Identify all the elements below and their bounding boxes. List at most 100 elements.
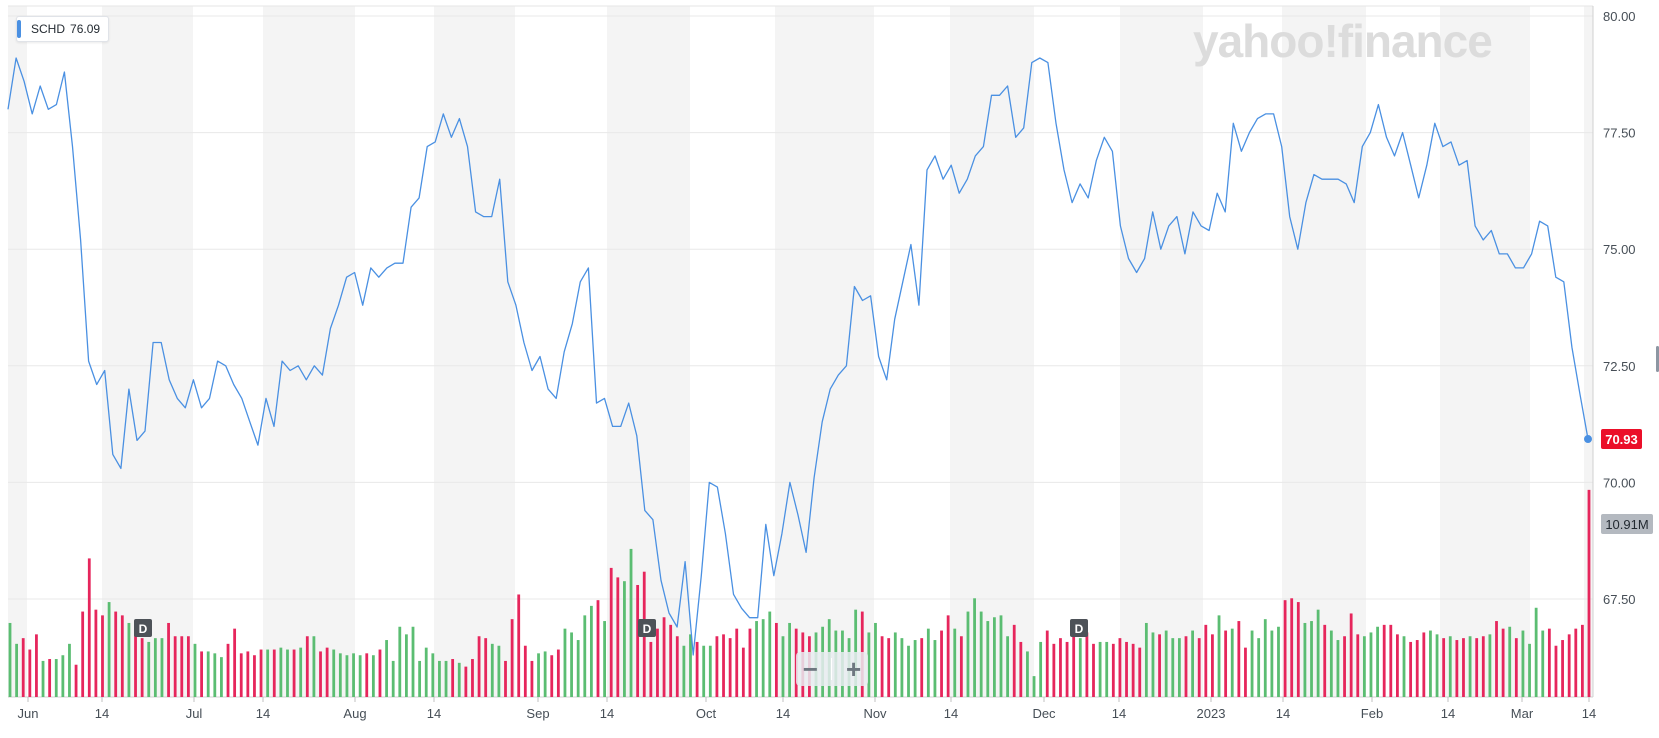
volume-bar <box>722 634 725 697</box>
x-tick-label: 14 <box>1582 706 1596 721</box>
x-tick-label: 14 <box>1441 706 1455 721</box>
volume-bar <box>153 638 157 697</box>
volume-bar <box>1283 600 1287 697</box>
volume-bar <box>636 584 640 697</box>
month-band <box>102 6 193 697</box>
volume-bar <box>1290 598 1294 697</box>
month-band <box>607 6 690 697</box>
x-tick-label: Jul <box>186 706 203 721</box>
volume-bar <box>1396 634 1399 697</box>
volume-bar <box>1488 634 1492 697</box>
volume-bar <box>305 636 309 697</box>
volume-bar <box>649 641 653 697</box>
volume-bar <box>609 567 613 697</box>
volume-bar <box>246 651 250 697</box>
x-tick-label: Sep <box>526 706 549 721</box>
volume-bar <box>920 638 924 697</box>
volume-bar <box>1032 676 1036 697</box>
y-tick-label: 72.50 <box>1603 359 1636 374</box>
last-volume-badge-label: 10.91M <box>1605 517 1648 532</box>
plus-icon[interactable]: + <box>846 654 862 684</box>
volume-bar <box>200 651 203 697</box>
volume-bar <box>299 647 303 697</box>
volume-bar <box>378 649 382 697</box>
volume-bar <box>411 626 415 697</box>
panel-handle[interactable] <box>1656 346 1659 372</box>
volume-bar <box>992 617 996 697</box>
y-tick-label: 67.50 <box>1603 592 1636 607</box>
volume-bar <box>656 628 659 697</box>
volume-bar <box>1422 632 1426 697</box>
volume-bar <box>226 643 230 697</box>
volume-bar <box>986 621 990 697</box>
x-tick-label: 14 <box>944 706 958 721</box>
month-band <box>263 6 355 697</box>
volume-bar <box>292 649 296 697</box>
volume-bar <box>755 621 758 697</box>
volume-bar <box>457 662 461 697</box>
volume-bar <box>1012 624 1016 697</box>
volume-bar <box>319 651 322 697</box>
volume-bar <box>167 622 170 697</box>
volume-bar <box>15 643 19 697</box>
volume-bar <box>1244 647 1247 697</box>
month-band <box>1584 6 1593 697</box>
volume-bar <box>603 621 607 697</box>
last-price-dot <box>1584 435 1592 444</box>
volume-bar <box>880 636 884 697</box>
volume-bar <box>471 659 474 697</box>
zoom-separator <box>831 658 833 680</box>
month-band <box>950 6 1034 697</box>
volume-bar <box>114 611 118 697</box>
volume-bar <box>451 659 455 697</box>
volume-bar <box>1409 641 1413 697</box>
dividend-marker <box>1070 619 1088 637</box>
volume-bar <box>675 636 679 697</box>
volume-bar <box>1217 615 1221 697</box>
volume-bar <box>1310 621 1313 697</box>
volume-bar <box>504 660 507 697</box>
volume-bar <box>1045 630 1049 697</box>
volume-bar <box>127 622 131 697</box>
volume-bar <box>662 617 666 697</box>
volume-bar <box>715 636 719 697</box>
volume-bar <box>398 626 402 697</box>
month-band <box>775 6 874 697</box>
volume-bar <box>87 558 91 697</box>
volume-bar <box>213 653 217 697</box>
volume-bar <box>623 581 626 697</box>
x-tick-label: 14 <box>1112 706 1126 721</box>
volume-bar <box>1323 624 1327 697</box>
volume-bar <box>1481 636 1485 697</box>
volume-bar <box>576 640 580 697</box>
dividend-marker <box>638 619 656 637</box>
volume-bar <box>107 602 111 697</box>
volume-bar <box>21 638 25 697</box>
volume-bar <box>1277 626 1280 697</box>
volume-bar <box>405 634 408 697</box>
volume-bar <box>160 638 164 697</box>
volume-bar <box>1389 624 1393 697</box>
volume-bar <box>1528 643 1531 697</box>
month-band <box>1282 6 1366 697</box>
x-tick-label: Aug <box>343 706 366 721</box>
volume-bar <box>338 653 342 697</box>
volume-bar <box>1415 640 1419 697</box>
volume-bar <box>774 622 778 697</box>
volume-bar <box>550 655 554 697</box>
volume-bar <box>530 660 534 697</box>
volume-bar <box>497 645 501 697</box>
volume-bar <box>543 651 547 697</box>
volume-bar <box>48 659 52 697</box>
volume-bar <box>193 643 197 697</box>
series-legend[interactable]: SCHD 76.09 <box>16 16 110 42</box>
volume-bar <box>1164 630 1168 697</box>
volume-bar <box>1006 636 1010 697</box>
volume-bar <box>180 636 184 697</box>
volume-bar <box>1098 641 1102 697</box>
volume-bar <box>1237 621 1241 697</box>
minus-icon[interactable]: − <box>802 654 818 684</box>
volume-bar <box>1587 489 1591 697</box>
volume-bar <box>596 600 600 697</box>
